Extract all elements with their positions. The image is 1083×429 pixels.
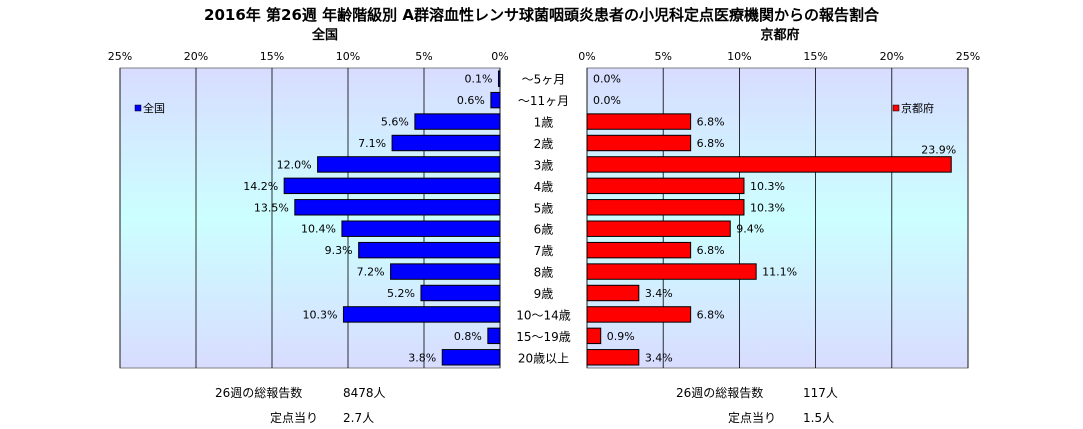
left-bar	[490, 91, 501, 109]
left-data-label: 10.4%	[301, 223, 336, 236]
left-data-label: 0.1%	[465, 73, 493, 86]
left-total-value: 8478人	[343, 386, 386, 400]
right-data-label: 3.4%	[645, 287, 673, 300]
category-label: 10～14歳	[516, 308, 571, 322]
left-per-label: 定点当り	[270, 411, 319, 425]
category-label: ～5ヶ月	[522, 73, 566, 87]
category-label: 2歳	[534, 137, 554, 151]
left-legend-label: 全国	[143, 101, 165, 115]
right-bar	[586, 156, 952, 173]
left-x-tick-label: 0%	[491, 50, 508, 63]
right-per-label: 定点当り	[728, 411, 777, 425]
right-x-tick-label: 10%	[727, 50, 751, 63]
right-total-label: 26週の総報告数	[676, 386, 764, 400]
left-bar	[342, 306, 501, 323]
left-x-tick-label: 20%	[184, 50, 208, 63]
right-data-label: 6.8%	[697, 137, 725, 150]
left-bar	[283, 177, 501, 195]
right-bar	[586, 113, 692, 130]
right-per-value: 1.5人	[803, 411, 835, 425]
right-data-label: 10.3%	[750, 180, 785, 193]
right-data-label: 10.3%	[750, 201, 785, 214]
right-data-label: 6.8%	[697, 244, 725, 257]
right-data-label: 0.0%	[593, 73, 621, 86]
chart-title: 2016年 第26週 年齢階級別 A群溶血性レンサ球菌咽頭炎患者の小児科定点医療…	[204, 6, 879, 24]
left-bar	[390, 263, 501, 280]
left-data-label: 13.5%	[254, 201, 289, 214]
left-bar	[341, 220, 501, 237]
right-x-tick-label: 20%	[880, 50, 904, 63]
right-data-label: 11.1%	[762, 266, 797, 279]
right-data-label: 9.4%	[736, 223, 764, 236]
left-bar	[420, 284, 501, 302]
left-data-label: 5.2%	[387, 287, 415, 300]
right-total-value: 117人	[803, 386, 838, 400]
left-bar	[441, 349, 501, 366]
left-x-tick-label: 25%	[108, 50, 132, 63]
right-panel-title: 京都府	[760, 28, 800, 43]
left-x-tick-label: 15%	[260, 50, 284, 63]
left-bar	[358, 241, 501, 259]
right-bar	[586, 306, 692, 323]
left-bar	[294, 199, 501, 216]
left-per-value: 2.7人	[343, 411, 375, 425]
left-data-label: 10.3%	[302, 308, 337, 321]
right-bar	[586, 134, 692, 152]
left-panel-title: 全国	[311, 28, 338, 43]
left-data-label: 14.2%	[243, 180, 278, 193]
right-bar	[586, 199, 745, 216]
category-label: 7歳	[534, 244, 554, 258]
right-data-label: 23.9%	[921, 144, 956, 157]
left-data-label: 0.8%	[454, 330, 482, 343]
left-data-label: 7.2%	[357, 266, 385, 279]
right-bar	[586, 284, 640, 302]
right-x-tick-label: 0%	[578, 50, 595, 63]
right-bar	[586, 327, 602, 345]
right-x-tick-label: 5%	[654, 50, 671, 63]
left-data-label: 7.1%	[358, 137, 386, 150]
right-bar	[586, 263, 757, 280]
left-bar	[497, 70, 501, 87]
category-label: 3歳	[534, 158, 554, 172]
left-data-label: 12.0%	[277, 158, 312, 171]
category-label: 15～19歳	[516, 330, 571, 344]
left-legend-swatch	[134, 104, 142, 112]
left-data-label: 9.3%	[325, 244, 353, 257]
right-bar	[586, 241, 692, 259]
category-label: 1歳	[534, 116, 554, 130]
category-label: 6歳	[534, 223, 554, 237]
right-legend-swatch	[892, 104, 900, 112]
left-bar	[487, 327, 501, 345]
right-bar	[586, 349, 640, 366]
right-data-label: 3.4%	[645, 351, 673, 364]
left-x-tick-label: 5%	[415, 50, 432, 63]
left-x-tick-label: 10%	[336, 50, 360, 63]
left-data-label: 3.8%	[408, 351, 436, 364]
category-label: 20歳以上	[518, 351, 569, 365]
right-data-label: 0.9%	[607, 330, 635, 343]
right-x-tick-label: 15%	[803, 50, 827, 63]
right-bar	[586, 220, 731, 237]
right-x-tick-label: 25%	[956, 50, 980, 63]
category-label: 9歳	[534, 287, 554, 301]
right-data-label: 0.0%	[593, 94, 621, 107]
right-data-label: 6.8%	[697, 116, 725, 129]
left-total-label: 26週の総報告数	[215, 386, 303, 400]
category-label: 4歳	[534, 180, 554, 194]
left-bar	[317, 156, 501, 173]
left-bar	[391, 134, 501, 152]
category-label: 8歳	[534, 266, 554, 280]
right-bar	[586, 177, 745, 195]
category-label: 5歳	[534, 201, 554, 215]
right-legend-label: 京都府	[901, 101, 934, 115]
left-data-label: 5.6%	[381, 116, 409, 129]
left-bar	[414, 113, 501, 130]
left-plot-area	[119, 67, 501, 369]
right-data-label: 6.8%	[697, 308, 725, 321]
left-data-label: 0.6%	[457, 94, 485, 107]
category-label: ～11ヶ月	[518, 94, 569, 108]
